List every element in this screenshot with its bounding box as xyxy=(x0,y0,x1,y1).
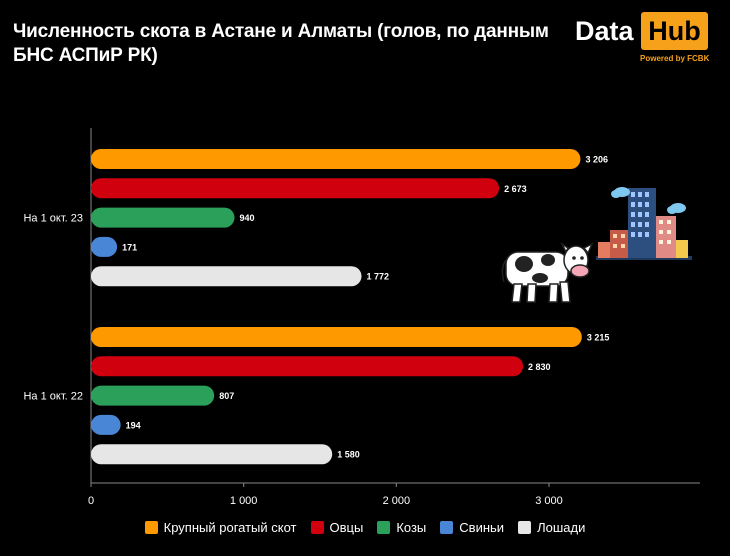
logo-word-data: Data xyxy=(575,16,634,46)
bar-value-label: 194 xyxy=(126,420,141,430)
legend-item: Свиньи xyxy=(440,520,504,535)
legend-swatch xyxy=(144,521,158,534)
bar-value-label: 2 830 xyxy=(528,362,551,372)
bar xyxy=(91,444,333,465)
logo-tagline: Powered by FCBK xyxy=(640,54,710,63)
chart-legend: Крупный рогатый скот Овцы Козы Свиньи Лошади xyxy=(0,520,730,535)
legend-swatch xyxy=(310,521,324,534)
city-buildings-icon xyxy=(596,187,692,260)
category-label: На 1 окт. 23 xyxy=(23,213,83,225)
legend-item: Крупный рогатый скот xyxy=(144,520,297,535)
legend-label: Крупный рогатый скот xyxy=(163,520,297,535)
legend-item: Лошади xyxy=(518,520,585,535)
bar xyxy=(91,327,582,347)
logo-word-hub: Hub xyxy=(641,12,708,50)
legend-item: Овцы xyxy=(310,520,364,535)
legend-label: Свиньи xyxy=(459,520,505,535)
bar xyxy=(91,356,524,377)
legend-label: Козы xyxy=(396,520,427,535)
bar xyxy=(91,266,362,287)
bar xyxy=(91,236,118,257)
legend-swatch xyxy=(518,521,532,534)
x-tick-label: 3 000 xyxy=(535,495,563,507)
bar-value-label: 807 xyxy=(219,391,234,401)
x-tick-label: 0 xyxy=(88,495,94,507)
datahub-logo: Data Hub Powered by FCBK xyxy=(574,12,710,68)
category-label: На 1 окт. 22 xyxy=(23,391,83,403)
bar-value-label: 3 206 xyxy=(585,155,608,165)
bar-value-label: 940 xyxy=(240,213,255,223)
bar-value-label: 1 580 xyxy=(337,450,360,460)
bar xyxy=(91,414,121,435)
chart-title: Численность скота в Астане и Алматы (гол… xyxy=(13,21,549,66)
bar xyxy=(91,385,215,406)
legend-item: Козы xyxy=(377,520,426,535)
bar xyxy=(91,207,235,228)
legend-label: Овцы xyxy=(329,520,364,535)
x-tick-label: 2 000 xyxy=(383,495,411,507)
bar xyxy=(91,178,500,199)
bar-value-label: 2 673 xyxy=(504,184,527,194)
bar xyxy=(91,149,581,169)
bar-value-label: 1 772 xyxy=(367,272,390,282)
x-tick-label: 1 000 xyxy=(230,495,258,507)
cow-icon xyxy=(501,241,594,303)
legend-swatch xyxy=(377,521,391,534)
bar-value-label: 171 xyxy=(122,242,137,252)
bar-value-label: 3 215 xyxy=(587,333,610,343)
legend-label: Лошади xyxy=(537,520,586,535)
legend-swatch xyxy=(440,521,454,534)
